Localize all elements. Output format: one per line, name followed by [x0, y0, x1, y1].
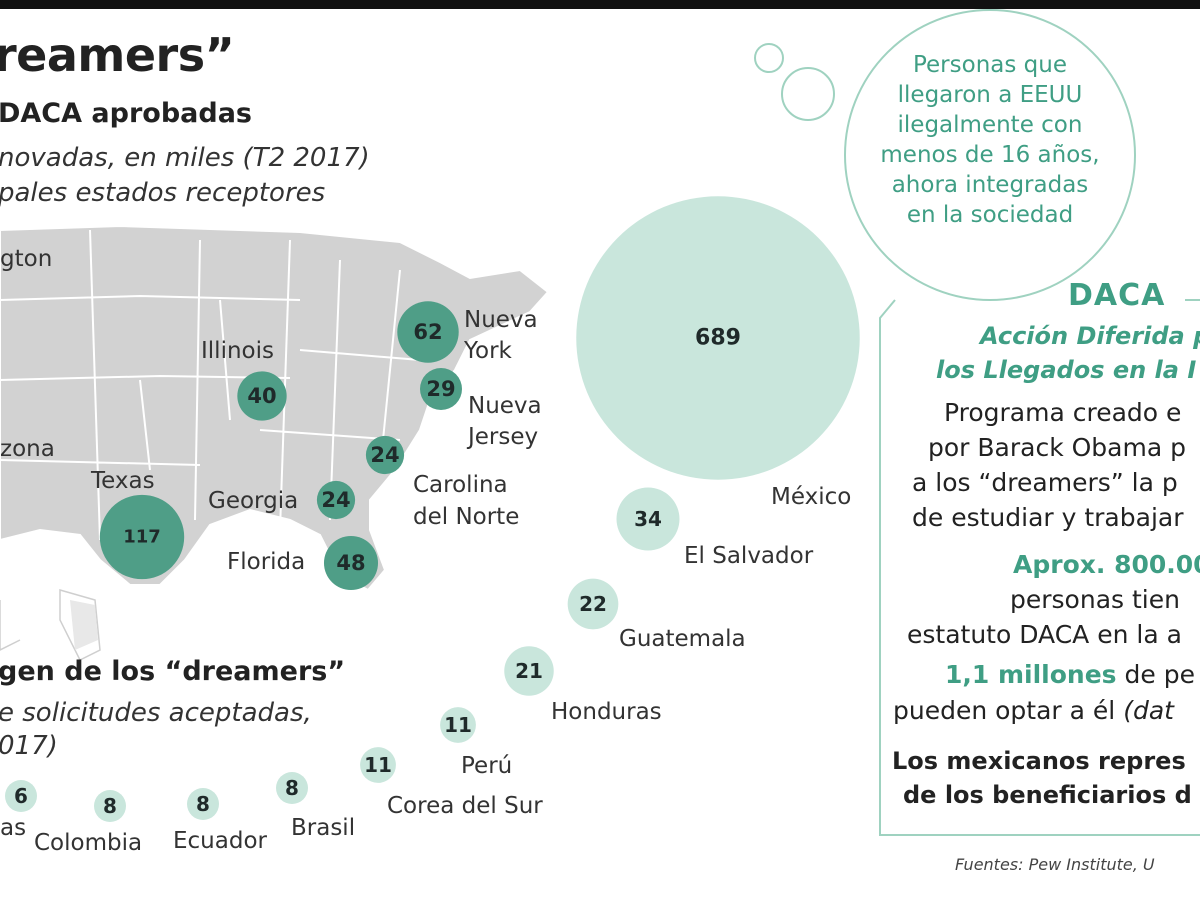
- cloud-line: llegaron a EEUU: [897, 82, 1083, 108]
- daca-text-3: a los “dreamers” la p: [912, 468, 1178, 497]
- daca-approx: Aprox. 800.00: [1013, 550, 1200, 579]
- country-label-brazil: Brasil: [291, 815, 356, 841]
- country-guatemala-bubble: [567, 578, 619, 630]
- country-colombia-bubble: [94, 790, 126, 822]
- country-bubbles: 689 34 22 21 11 11 8 8 8 6: [5, 196, 860, 822]
- country-mexico-value: 689: [695, 326, 741, 351]
- daca-subtitle-1: Acción Diferida p: [980, 322, 1200, 350]
- country-honduras-value: 21: [515, 659, 543, 683]
- state-north-carolina-value: 24: [370, 443, 399, 467]
- daca-box-outline: [879, 299, 1200, 836]
- state-label-arizona: zona: [0, 436, 55, 462]
- state-illinois-value: 40: [247, 384, 276, 408]
- country-guatemala-value: 22: [579, 592, 607, 616]
- daca-bold-2: de los beneficiarios d: [903, 781, 1192, 809]
- daca-bold-1: Los mexicanos repres: [892, 747, 1186, 775]
- state-texas-bubble: [99, 494, 185, 580]
- us-map-silhouette: [0, 224, 550, 662]
- country-label-honduras: Honduras: [551, 699, 662, 725]
- state-label-north-carolina-2: del Norte: [413, 504, 520, 530]
- country-colombia-value: 8: [103, 794, 117, 818]
- daca-eligible-date: (dat: [1123, 696, 1174, 725]
- map-subtitle-1: novadas, en miles (T2 2017): [0, 143, 370, 173]
- daca-text-4: de estudiar y trabajar: [912, 503, 1184, 532]
- country-el-salvador-bubble: [616, 487, 680, 551]
- daca-subtitle-2: los Llegados en la I: [936, 356, 1197, 384]
- origin-heading: gen de los “dreamers”: [0, 656, 346, 687]
- daca-millions-rest: de pe: [1116, 660, 1195, 689]
- state-new-jersey-bubble: [419, 367, 463, 411]
- state-label-florida: Florida: [227, 549, 306, 575]
- page-title: reamers”: [0, 28, 235, 82]
- country-label-south-korea: Corea del Sur: [387, 793, 543, 819]
- state-label-georgia: Georgia: [208, 488, 299, 514]
- country-label-el-salvador: El Salvador: [684, 543, 814, 569]
- country-label-guatemala: Guatemala: [619, 626, 746, 652]
- state-label-texas: Texas: [91, 468, 155, 494]
- top-bar: [0, 0, 1200, 9]
- cloud-line: menos de 16 años,: [880, 142, 1100, 168]
- daca-millions-line: 1,1 millones de pe: [945, 660, 1195, 689]
- country-mexico-bubble: [576, 196, 860, 480]
- state-label-new-york-2: York: [464, 338, 512, 364]
- state-illinois-bubble: [237, 371, 287, 421]
- state-new-york-value: 62: [413, 320, 442, 344]
- map-subtitle-2: pales estados receptores: [0, 178, 326, 208]
- state-label-new-york-1: Nueva: [464, 307, 538, 333]
- cloud-line: Personas que: [912, 52, 1067, 78]
- daca-eligible-line: pueden optar a él (dat: [893, 696, 1174, 725]
- country-honduras-bubble: [504, 646, 554, 696]
- cloud-line: ahora integradas: [891, 172, 1089, 198]
- state-florida-bubble: [323, 535, 379, 591]
- country-south-korea-bubble: [360, 747, 396, 783]
- daca-text-2: por Barack Obama p: [928, 433, 1186, 462]
- state-new-york-bubble: [397, 301, 459, 363]
- state-label-illinois: Illinois: [201, 338, 274, 364]
- state-georgia-value: 24: [321, 488, 350, 512]
- daca-eligible-text: pueden optar a él: [893, 696, 1124, 725]
- daca-title: DACA: [1068, 278, 1166, 313]
- cloud-line: en la sociedad: [906, 202, 1074, 228]
- country-brazil-bubble: [276, 772, 308, 804]
- country-partial-value: 6: [14, 784, 28, 808]
- state-north-carolina-bubble: [365, 435, 405, 475]
- country-label-partial: as: [0, 815, 27, 841]
- state-label-north-carolina-1: Carolina: [413, 472, 508, 498]
- cloud-text: Personas que llegaron a EEUU ilegalmente…: [845, 50, 1135, 230]
- country-ecuador-value: 8: [196, 792, 210, 816]
- country-south-korea-value: 11: [364, 753, 392, 777]
- country-label-ecuador: Ecuador: [173, 828, 267, 854]
- sources-note: Fuentes: Pew Institute, U: [955, 855, 1155, 874]
- country-partial-bubble: [5, 780, 37, 812]
- cloud-line: ilegalmente con: [897, 112, 1083, 138]
- country-label-mexico: México: [771, 484, 852, 510]
- origin-subtitle-2: 017): [0, 731, 58, 761]
- state-label-washington: gton: [0, 246, 53, 272]
- country-label-colombia: Colombia: [34, 830, 143, 856]
- map-heading: DACA aprobadas: [0, 98, 252, 129]
- country-brazil-value: 8: [285, 776, 299, 800]
- state-georgia-bubble: [316, 480, 356, 520]
- country-label-peru: Perú: [461, 753, 513, 779]
- state-label-new-jersey-1: Nueva: [468, 393, 542, 419]
- country-ecuador-bubble: [187, 788, 219, 820]
- country-el-salvador-value: 34: [634, 507, 662, 531]
- country-peru-bubble: [440, 707, 476, 743]
- daca-text-5: personas tien: [1010, 585, 1180, 614]
- cloud-bubble: [754, 9, 1136, 301]
- daca-text-1: Programa creado e: [944, 398, 1182, 427]
- state-texas-value: 117: [123, 527, 161, 548]
- state-florida-value: 48: [336, 551, 365, 575]
- state-label-new-jersey-2: Jersey: [468, 424, 539, 450]
- daca-millions: 1,1 millones: [945, 660, 1117, 689]
- country-peru-value: 11: [444, 713, 472, 737]
- origin-subtitle-1: e solicitudes aceptadas,: [0, 698, 312, 728]
- state-new-jersey-value: 29: [426, 377, 455, 401]
- state-bubbles: 40 117 24 48 62 29 24: [99, 301, 463, 591]
- daca-text-6: estatuto DACA en la a: [907, 620, 1182, 649]
